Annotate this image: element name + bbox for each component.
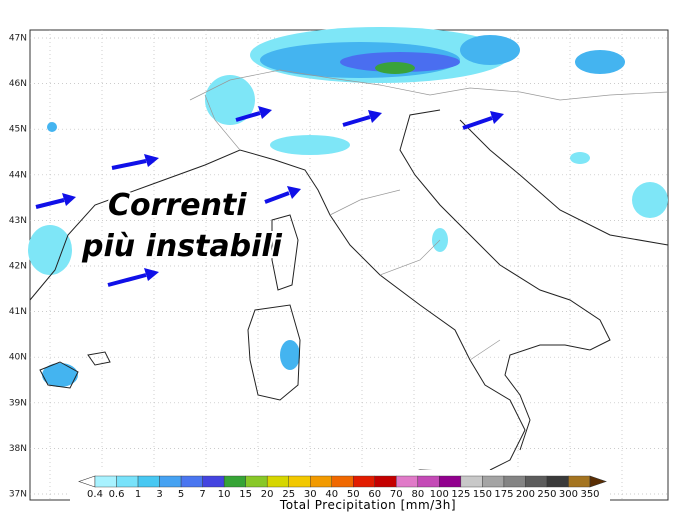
rain-area [632, 182, 668, 218]
colorbar-tick-label: 200 [516, 489, 535, 500]
colorbar-tick-label: 3 [156, 489, 162, 500]
corsica [271, 214, 299, 291]
colorbar-cell [116, 475, 139, 488]
rain-area [340, 52, 460, 72]
rain-area [270, 135, 350, 155]
colorbar-tick-label: 300 [559, 489, 578, 500]
colorbar-tick-label: 150 [473, 489, 492, 500]
lat-label: 41N [9, 307, 27, 317]
colorbar-cell [503, 475, 526, 488]
lat-label: 43N [9, 216, 27, 226]
lat-label: 47N [9, 34, 27, 44]
colorbar-cell [460, 475, 483, 488]
colorbar-cell [94, 475, 117, 488]
rain-area [575, 50, 625, 74]
colorbar-tick-label: 350 [580, 489, 599, 500]
colorbar-title: Total Precipitation [mm/3h] [279, 498, 456, 512]
arrow [35, 193, 76, 209]
border [189, 69, 669, 361]
colorbar-cell [137, 475, 160, 488]
colorbar-cell [439, 475, 462, 488]
colorbar-cell [525, 475, 548, 488]
colorbar-cell [482, 475, 505, 488]
colorbar-extend [589, 475, 607, 488]
annotation: più instabili [81, 229, 283, 264]
colorbar-tick-label: 25 [282, 489, 295, 500]
arrow [342, 110, 382, 127]
rain-area [280, 340, 300, 370]
colorbar-cell [288, 475, 311, 488]
colorbar-cell [266, 475, 289, 488]
arrow [235, 106, 272, 122]
arrow [111, 154, 159, 170]
map-frame [29, 29, 669, 501]
balearic [87, 351, 111, 366]
rain-area [42, 363, 78, 387]
colorbar-cell [159, 475, 182, 488]
colorbar-cell [353, 475, 375, 488]
wind-arrows [35, 106, 504, 287]
colorbar-tick-label: 60 [368, 489, 381, 500]
colorbar-tick-label: 100 [430, 489, 449, 500]
rain-area [47, 122, 57, 132]
colorbar-tick-label: 10 [218, 489, 231, 500]
colorbar-cell [331, 475, 354, 488]
rain-area [28, 225, 72, 275]
arrow [264, 186, 301, 204]
colorbar-tick-label: 175 [494, 489, 513, 500]
colorbar-cell [374, 475, 397, 488]
colorbar-tick-label: 15 [239, 489, 252, 500]
colorbar-tick-label: 7 [199, 489, 205, 500]
colorbar-cell [396, 475, 419, 488]
lat-label: 44N [9, 170, 27, 180]
precipitation [28, 27, 668, 387]
colorbar-tick-label: 70 [390, 489, 403, 500]
rain-area [570, 152, 590, 164]
lat-label: 42N [9, 262, 27, 272]
colorbar-tick-label: 20 [261, 489, 274, 500]
colorbar-tick-label: 5 [178, 489, 184, 500]
colorbar-tick-label: 125 [451, 489, 470, 500]
annotation: Correnti [108, 188, 247, 223]
colorbar-cell [180, 475, 203, 488]
colorbar-cell [568, 475, 591, 488]
lat-label: 40N [9, 353, 27, 363]
colorbar-tick-label: 40 [325, 489, 338, 500]
colorbar-cell [245, 475, 268, 488]
colorbar-cell [202, 475, 225, 488]
colorbar-tick-label: 1 [135, 489, 141, 500]
coastline [459, 119, 669, 246]
lat-label: 45N [9, 125, 27, 135]
arrow [462, 111, 504, 130]
colorbar-tick-label: 250 [537, 489, 556, 500]
lat-label: 39N [9, 398, 27, 408]
colorbar: 0.4 0.6 1 3 5 7 10 15 20 25 30 40 50 60 70 80 100 125 150 1… [78, 475, 607, 500]
colorbar-tick-label: 0.6 [109, 489, 125, 500]
rain-area [460, 35, 520, 65]
colorbar-cell [310, 475, 332, 488]
coastlines [29, 69, 669, 499]
lat-label: 38N [9, 444, 27, 454]
colorbar-cell [223, 475, 246, 488]
colorbar-tick-label: 0.4 [87, 489, 103, 500]
rain-area [205, 75, 255, 125]
colorbar-tick-label: 30 [304, 489, 317, 500]
sardinia [247, 304, 301, 401]
arrow [107, 268, 159, 287]
colorbar-cell [417, 475, 440, 488]
colorbar-tick-label: 50 [347, 489, 360, 500]
lat-label: 46N [9, 79, 27, 89]
colorbar-cell [546, 475, 569, 488]
lat-label: 37N [9, 490, 27, 500]
rain-area [375, 62, 415, 74]
colorbar-tick-label: 80 [411, 489, 424, 500]
balearic [39, 361, 79, 389]
